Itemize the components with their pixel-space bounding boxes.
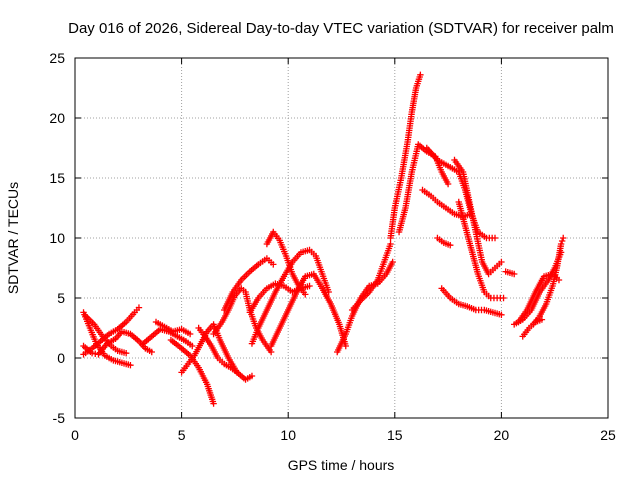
x-tick-label: 15 xyxy=(387,427,403,443)
axis-ticks: 0 5 10 15 20 25 -5 0 5 10 15 20 25 xyxy=(49,50,616,443)
x-tick-label: 5 xyxy=(178,427,186,443)
y-tick-label: 20 xyxy=(49,110,65,126)
data-point-marker xyxy=(186,330,194,338)
chart-title: Day 016 of 2026, Sidereal Day-to-day VTE… xyxy=(68,20,614,37)
data-point-marker xyxy=(557,240,565,248)
data-point-marker xyxy=(491,234,499,242)
data-point-marker xyxy=(560,234,567,242)
data-point-marker xyxy=(389,258,396,266)
data-point-marker xyxy=(122,350,130,357)
data-point-marker xyxy=(270,261,277,268)
data-point-marker xyxy=(558,237,566,245)
series-track-f xyxy=(152,318,194,338)
x-tick-label: 0 xyxy=(71,427,79,443)
y-axis-label: SDTVAR / TECUs xyxy=(5,182,21,294)
data-point-marker xyxy=(510,270,518,278)
data-point-marker xyxy=(302,291,309,298)
plot-frame xyxy=(74,57,609,419)
series-track-y xyxy=(434,234,518,278)
series-track-d xyxy=(80,328,155,358)
series-track-w xyxy=(455,198,507,302)
series-track-k xyxy=(221,255,277,314)
series-track-m xyxy=(248,246,332,347)
data-point-marker xyxy=(538,316,546,323)
series-track-i xyxy=(195,324,241,376)
data-point-marker xyxy=(387,240,394,248)
data-point-marker xyxy=(342,342,349,350)
data-point-marker xyxy=(500,294,507,302)
data-point-marker xyxy=(248,372,256,380)
series-track-g xyxy=(167,336,217,407)
series-track-h xyxy=(178,321,256,383)
series-track-ac xyxy=(519,316,546,340)
data-point-marker xyxy=(148,348,155,356)
data-point-marker xyxy=(498,311,505,318)
data-point-marker xyxy=(444,180,452,188)
grid-lines xyxy=(75,58,608,418)
data-point-marker xyxy=(417,71,424,78)
data-point-marker xyxy=(555,276,563,284)
data-point-marker xyxy=(447,242,454,249)
series-track-o xyxy=(246,280,313,316)
data-point-marker xyxy=(189,342,196,350)
series-track-r xyxy=(387,71,424,242)
series-track-v xyxy=(451,156,505,278)
x-axis-label: GPS time / hours xyxy=(288,457,395,473)
data-point-marker xyxy=(306,282,313,290)
data-point-marker xyxy=(233,369,241,376)
x-tick-label: 10 xyxy=(280,427,296,443)
y-tick-label: 25 xyxy=(49,50,65,66)
data-point-marker xyxy=(210,400,217,407)
series-track-c xyxy=(80,304,143,358)
data-point-marker xyxy=(498,258,505,266)
x-tick-label: 20 xyxy=(494,427,510,443)
x-tick-label: 25 xyxy=(600,427,616,443)
series-track-x xyxy=(438,285,505,318)
data-point-marker xyxy=(127,362,134,369)
data-marks xyxy=(80,71,567,407)
y-tick-label: 10 xyxy=(49,230,65,246)
series-track-q xyxy=(348,240,394,314)
data-point-marker xyxy=(267,348,275,356)
y-tick-label: 0 xyxy=(57,350,65,366)
data-point-marker xyxy=(135,304,143,311)
y-tick-label: 5 xyxy=(57,290,65,306)
y-tick-label: -5 xyxy=(53,410,66,426)
y-tick-label: 15 xyxy=(49,170,65,186)
